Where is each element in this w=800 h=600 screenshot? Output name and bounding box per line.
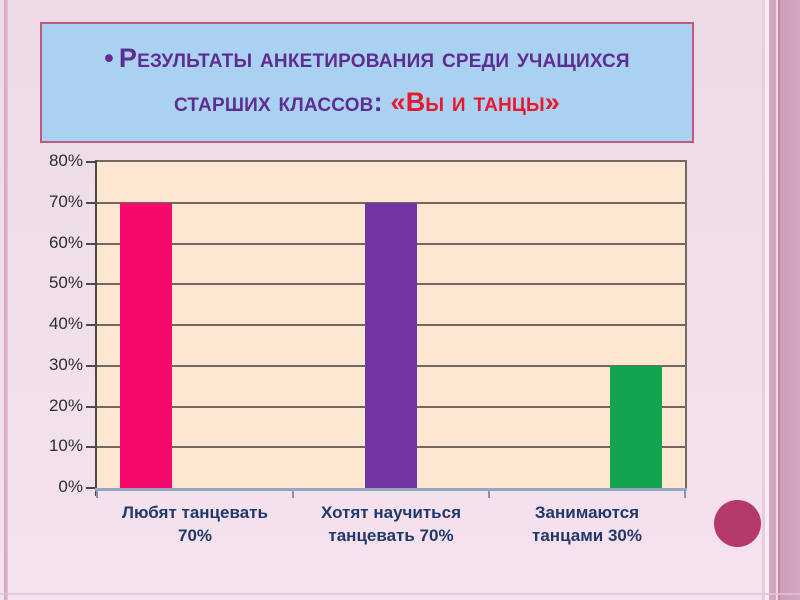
x-tick-mark xyxy=(96,491,98,498)
decorative-circle xyxy=(714,500,761,547)
y-tick-label: 70% xyxy=(48,191,83,211)
slide-title: • Результаты анкетирования среди учащихся… xyxy=(104,36,630,124)
title-line-1: • Результаты анкетирования среди учащихся xyxy=(104,36,630,80)
bar-chart: 0% 10% 20% 30% 40% 50% 60% 70% 80% Любят танцеват… xyxy=(49,151,687,545)
y-tick-label: 0% xyxy=(58,477,83,496)
left-edge-stripe xyxy=(4,0,8,600)
plot-border-right xyxy=(685,160,687,490)
y-tick-mark xyxy=(86,201,95,204)
title-line-2-text: старших классов: xyxy=(173,87,391,117)
y-tick-mark xyxy=(86,324,95,326)
x-category-label: Хотят научиться танцевать 70% xyxy=(293,502,489,548)
x-axis-line xyxy=(95,488,687,491)
y-tick-mark xyxy=(86,487,95,489)
x-tick-mark xyxy=(488,491,490,498)
title-box: • Результаты анкетирования среди учащихся… xyxy=(40,22,694,143)
x-label-line2: танцевать 70% xyxy=(328,525,454,545)
bar-3 xyxy=(610,365,662,488)
y-axis-line xyxy=(95,160,97,496)
x-tick-mark xyxy=(292,491,294,498)
y-tick-label: 10% xyxy=(48,436,83,456)
y-tick-mark xyxy=(86,364,95,367)
plot-border-top xyxy=(97,160,687,162)
title-accent: «Вы и танцы» xyxy=(390,87,561,117)
y-tick-mark xyxy=(86,242,95,245)
x-label-line1: Занимаются xyxy=(534,503,640,522)
bar-2 xyxy=(365,202,417,488)
bottom-edge-line xyxy=(0,593,800,595)
plot-area xyxy=(97,162,685,488)
x-tick-mark xyxy=(684,491,686,498)
bullet-icon: • xyxy=(104,43,114,73)
y-tick-mark xyxy=(86,405,95,408)
y-tick-mark xyxy=(86,446,95,449)
y-tick-mark xyxy=(86,161,95,163)
x-category-label: Занимаются танцами 30% xyxy=(489,502,685,548)
x-category-label: Любят танцевать 70% xyxy=(97,502,293,548)
x-label-line2: танцами 30% xyxy=(532,525,642,545)
y-tick-label: 40% xyxy=(48,314,83,333)
y-tick-mark xyxy=(86,283,95,286)
y-tick-label: 20% xyxy=(48,395,83,415)
right-edge-band xyxy=(762,0,800,600)
x-label-line1: Любят танцевать xyxy=(122,503,268,522)
x-label-line2: 70% xyxy=(177,525,213,545)
y-tick-label: 80% xyxy=(48,151,83,170)
x-label-line1: Хотят научиться xyxy=(320,503,462,522)
title-line-2: старших классов: «Вы и танцы» xyxy=(104,80,630,124)
y-tick-label: 30% xyxy=(48,354,83,374)
bar-1 xyxy=(120,202,172,488)
title-line-1-text: Результаты анкетирования среди учащихся xyxy=(118,43,630,73)
y-tick-label: 60% xyxy=(48,232,83,252)
y-tick-label: 50% xyxy=(48,273,83,293)
